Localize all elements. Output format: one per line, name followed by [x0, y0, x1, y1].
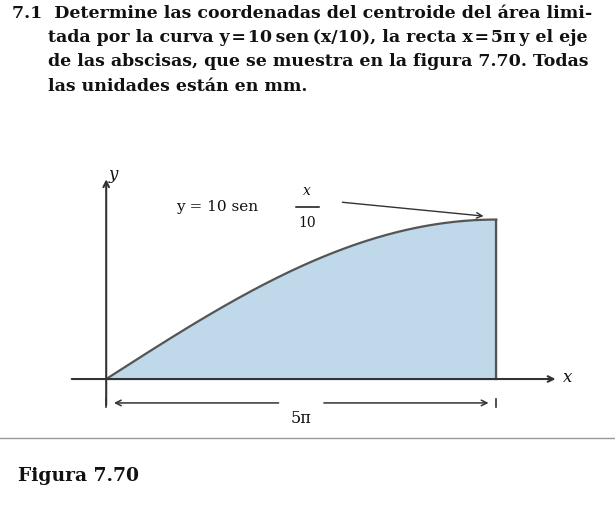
Text: Figura 7.70: Figura 7.70: [18, 467, 140, 485]
Text: 5π: 5π: [291, 410, 312, 427]
Text: y = 10 sen: y = 10 sen: [176, 200, 263, 214]
Text: x: x: [563, 369, 573, 386]
Text: x: x: [303, 184, 311, 198]
Text: 10: 10: [298, 216, 316, 230]
Text: y: y: [109, 166, 118, 183]
Text: 7.1  Determine las coordenadas del centroide del área limi-
      tada por la cu: 7.1 Determine las coordenadas del centro…: [12, 5, 592, 94]
